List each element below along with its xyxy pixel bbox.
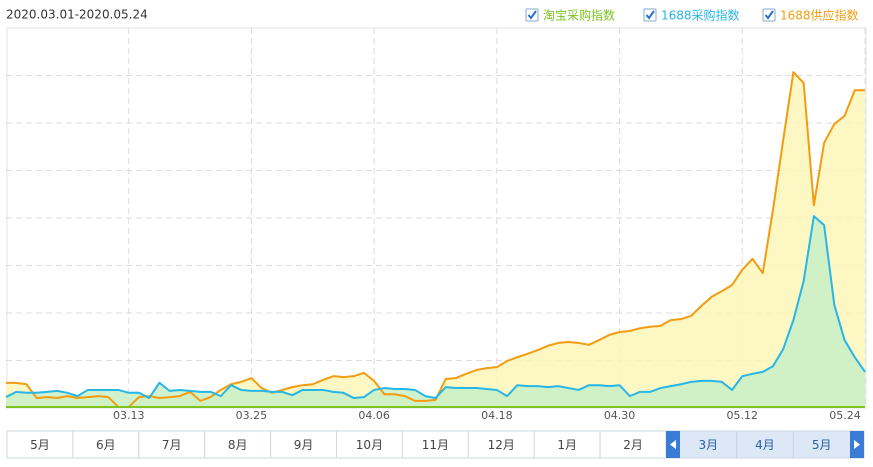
arrow-icon [854, 440, 860, 449]
nav-right-arrow[interactable] [850, 431, 864, 458]
checkmark [645, 10, 655, 20]
nav-month-label: 10月 [356, 438, 383, 452]
nav-month-label: 11月 [422, 438, 449, 452]
nav-cell-bg [336, 430, 403, 459]
x-tick-label: 05.12 [727, 409, 759, 422]
checkmark [764, 10, 774, 20]
nav-month-label: 2月 [623, 438, 643, 452]
nav-month[interactable]: 9月 [270, 430, 338, 459]
nav-month[interactable]: 6月 [72, 430, 140, 459]
x-tick-label: 04.06 [358, 409, 390, 422]
x-tick-label: 03.13 [113, 409, 145, 422]
arrow-icon [670, 440, 676, 449]
nav-month[interactable]: 12月 [467, 430, 535, 459]
nav-range-month[interactable]: 3月 [699, 438, 719, 452]
legend-item[interactable]: 淘宝采购指数 [525, 8, 615, 23]
nav-range-bg [665, 430, 865, 459]
nav-month-label: 3月 [699, 438, 719, 452]
area [6, 216, 865, 408]
nav-month-label: 4月 [755, 438, 775, 452]
nav-cell-bg [270, 430, 338, 459]
nav-left-arrow[interactable] [666, 431, 680, 458]
nav-cell-bg [204, 430, 272, 459]
x-tick-label: 03.25 [236, 409, 268, 422]
nav-month-label: 1月 [557, 438, 577, 452]
nav-cell-bg [138, 430, 206, 459]
nav-month[interactable]: 8月 [204, 430, 272, 459]
nav-month[interactable]: 10月 [336, 430, 403, 459]
nav-month[interactable]: 5月 [6, 430, 74, 459]
nav-month-label: 5月 [812, 438, 832, 452]
legend-item[interactable]: 1688供应指数 [762, 8, 859, 23]
checkmark [527, 10, 537, 20]
nav-cell-bg [533, 430, 601, 459]
nav-cell-bg [6, 430, 74, 459]
nav-month-label: 6月 [96, 438, 116, 452]
nav-cell-bg [72, 430, 140, 459]
legend-item[interactable]: 1688采购指数 [643, 8, 740, 23]
date-range: 2020.03.01-2020.05.24 [6, 8, 148, 22]
nav-month-label: 12月 [488, 438, 515, 452]
nav-month-label: 5月 [30, 438, 50, 452]
nav-range-month[interactable]: 5月 [792, 431, 832, 458]
nav-month[interactable]: 2月 [599, 430, 667, 459]
line [6, 71, 865, 409]
nav-month[interactable]: 7月 [138, 430, 206, 459]
nav-month[interactable]: 1月 [533, 430, 601, 459]
line [5, 215, 866, 400]
nav-range-month[interactable]: 4月 [736, 431, 775, 458]
nav-cell-bg [401, 430, 469, 459]
nav-month-label: 8月 [228, 438, 248, 452]
x-tick-label: 05.24 [829, 409, 861, 422]
x-tick-label: 04.30 [604, 409, 636, 422]
legend-label: 1688采购指数 [661, 8, 740, 23]
nav-month-label: 7月 [162, 438, 182, 452]
nav-month-label: 9月 [294, 438, 314, 452]
legend-label: 1688供应指数 [780, 8, 859, 23]
x-tick-label: 04.18 [481, 409, 513, 422]
nav-month[interactable]: 11月 [401, 430, 469, 459]
legend-label: 淘宝采购指数 [543, 8, 615, 23]
